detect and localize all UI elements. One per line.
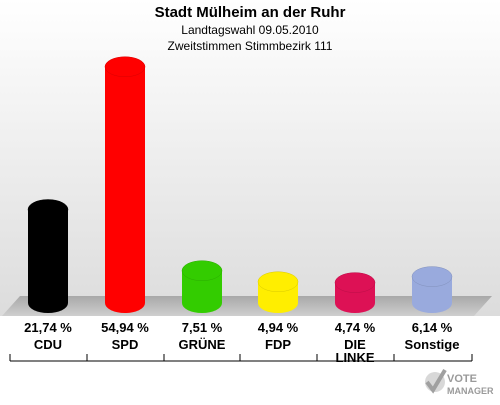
bar-top xyxy=(104,56,146,78)
chart-subtitle-district: Zweitstimmen Stimmbezirk 111 xyxy=(168,39,333,53)
bar-top xyxy=(411,266,453,287)
logo-line-1: VOTE xyxy=(447,373,477,385)
labels-group: 21,74 % CDU 54,94 % SPD 7,51 % GRÜNE 4,94 % FDP… xyxy=(24,320,459,365)
bar-body xyxy=(182,270,222,313)
category-label: GRÜNE xyxy=(179,337,226,352)
bar-die-linke xyxy=(334,272,376,313)
category-label: Sonstige xyxy=(405,337,460,352)
bar-top xyxy=(181,260,223,281)
bar-top xyxy=(334,272,376,293)
bar-top xyxy=(27,199,69,220)
value-label: 54,94 % xyxy=(101,320,149,335)
plot-background xyxy=(0,0,500,316)
category-label: DIE xyxy=(344,337,366,352)
category-label: SPD xyxy=(112,337,139,352)
category-label: LINKE xyxy=(336,350,375,365)
bar-gruene xyxy=(181,260,223,313)
value-label: 21,74 % xyxy=(24,320,72,335)
value-label: 4,94 % xyxy=(258,320,299,335)
logo-line-2: MANAGER xyxy=(447,386,494,396)
chart-title: Stadt Mülheim an der Ruhr xyxy=(155,4,346,21)
bar-body xyxy=(412,276,452,313)
vote-manager-logo: VOTE MANAGER xyxy=(425,368,494,396)
bar-cdu xyxy=(27,199,69,313)
category-label: CDU xyxy=(34,337,62,352)
bar-fdp xyxy=(257,271,299,313)
bars-group xyxy=(27,56,453,314)
category-axis xyxy=(9,354,473,362)
bar-top xyxy=(257,271,299,293)
bar-body xyxy=(105,66,145,314)
bar-spd xyxy=(104,56,146,314)
category-label: FDP xyxy=(265,337,291,352)
value-label: 4,74 % xyxy=(335,320,376,335)
ballot-check-icon xyxy=(425,368,447,394)
bar-body xyxy=(28,209,68,313)
chart-subtitle-election: Landtagswahl 09.05.2010 xyxy=(181,23,319,37)
value-label: 6,14 % xyxy=(412,320,453,335)
value-label: 7,51 % xyxy=(182,320,223,335)
bar-sonstige xyxy=(411,266,453,313)
